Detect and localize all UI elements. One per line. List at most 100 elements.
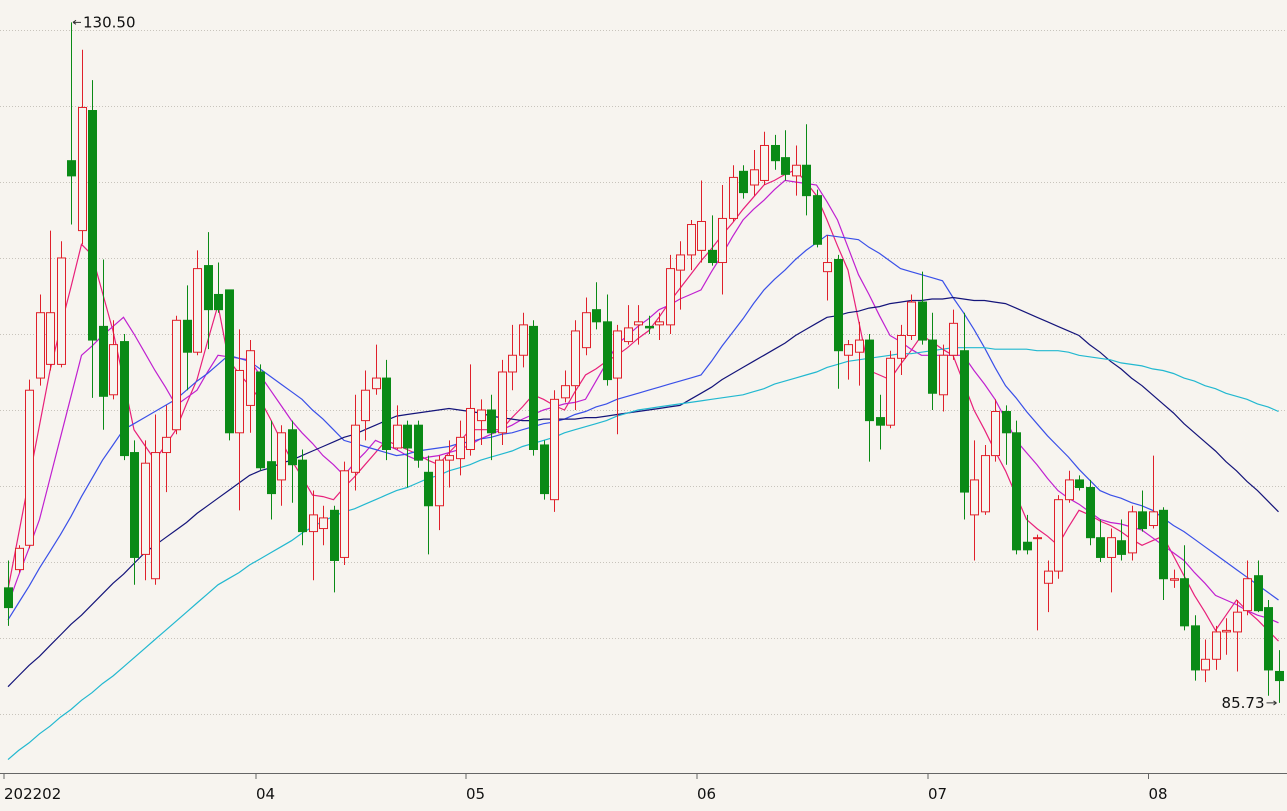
candle-body [634, 321, 643, 326]
candle-body [529, 325, 538, 451]
candle-body [582, 312, 591, 349]
candle-body [1191, 625, 1200, 671]
candle-body [1117, 540, 1126, 555]
candle-body [1075, 479, 1084, 489]
candle-body [246, 350, 255, 406]
candle-body [309, 514, 318, 533]
x-tick-label: 06 [697, 785, 716, 803]
candle-body [361, 389, 370, 422]
candle-body [1054, 499, 1063, 572]
candle-body [382, 377, 391, 451]
candle-body [970, 479, 979, 516]
candle-body [865, 339, 874, 422]
x-tick-label: 202202 [4, 785, 61, 803]
candle-body [498, 371, 507, 434]
candle-body [1044, 570, 1053, 584]
candle-body [928, 339, 937, 394]
candle-body [151, 452, 160, 580]
candle-body [981, 455, 990, 513]
candle-body [1128, 511, 1137, 554]
legend-entry: MA40:98.30 [282, 0, 360, 4]
candle-body [298, 459, 307, 533]
candle-body [193, 268, 202, 353]
x-tick-label: 08 [1149, 785, 1168, 803]
candle-body [1023, 541, 1032, 551]
candle-body [319, 517, 328, 530]
candle-body [666, 268, 675, 326]
candle-body [907, 301, 916, 336]
legend-entry: MA10:91.00 [98, 0, 176, 4]
ma-line [7, 296, 1279, 688]
candle-body [519, 324, 528, 356]
candle-body [466, 407, 475, 451]
candle-body [645, 325, 654, 329]
candle-body [88, 110, 97, 341]
candle-body [781, 157, 790, 175]
x-tick-label: 04 [256, 785, 275, 803]
candle-body [676, 254, 685, 271]
candle-body [340, 470, 349, 558]
candle-body [939, 354, 948, 396]
candle-body [330, 509, 339, 561]
x-axis-labels: 202202 04 05 06 07 08 [3, 773, 1168, 803]
x-tick-label: 07 [928, 785, 947, 803]
candle-body [613, 330, 622, 379]
candle-body [1275, 670, 1284, 682]
candle-body [78, 106, 87, 232]
candle-body [844, 344, 853, 356]
candle-body [655, 321, 664, 326]
candle-body [1243, 578, 1252, 612]
candle-body [36, 312, 45, 379]
candle-body [760, 144, 769, 181]
candle-body [183, 319, 192, 353]
legend-entry: MA20:92.50 [190, 0, 268, 4]
annotation-arrow [1266, 700, 1277, 706]
candle-body [99, 325, 108, 397]
candle-body [792, 164, 801, 177]
candle-body [886, 357, 895, 426]
candle-body [1149, 511, 1158, 527]
candle-body [214, 293, 223, 311]
candle-body [1086, 487, 1095, 539]
candle-body [592, 309, 601, 323]
legend-entry: MA60:104.90 [375, 0, 462, 4]
candle-body [256, 371, 265, 469]
candle-body [57, 257, 66, 365]
candle-body [477, 409, 486, 422]
candle-body [697, 220, 706, 251]
annotations: 130.50 85.73 [72, 13, 1277, 712]
candle-body [1159, 509, 1168, 580]
candle-body [687, 224, 696, 256]
candle-body [834, 258, 843, 352]
annotation-label: 85.73 [1222, 694, 1265, 712]
x-tick-label: 05 [466, 785, 485, 803]
candle-body [172, 319, 181, 431]
candle-body [162, 436, 171, 454]
candle-body [949, 322, 958, 356]
candle-body [414, 424, 423, 461]
candle-body [750, 169, 759, 186]
candle-body [120, 341, 129, 457]
candle-body [456, 436, 465, 460]
candle-body [267, 461, 276, 495]
candle-body [918, 301, 927, 341]
candle-body [25, 389, 34, 546]
moving-averages [7, 169, 1279, 761]
candle-body [424, 471, 433, 507]
candle-body [960, 350, 969, 493]
candle-body [435, 459, 444, 507]
candle-body [739, 170, 748, 194]
candle-body [561, 385, 570, 399]
candle-body [487, 409, 496, 434]
candle-body [4, 587, 13, 609]
candle-body [802, 164, 811, 197]
candle-body [1222, 629, 1231, 633]
candle-body [876, 417, 885, 426]
candle-body [109, 344, 118, 396]
candle-body [1170, 578, 1179, 581]
candles [4, 22, 1284, 703]
candle-body [508, 354, 517, 373]
candle-body [897, 334, 906, 359]
